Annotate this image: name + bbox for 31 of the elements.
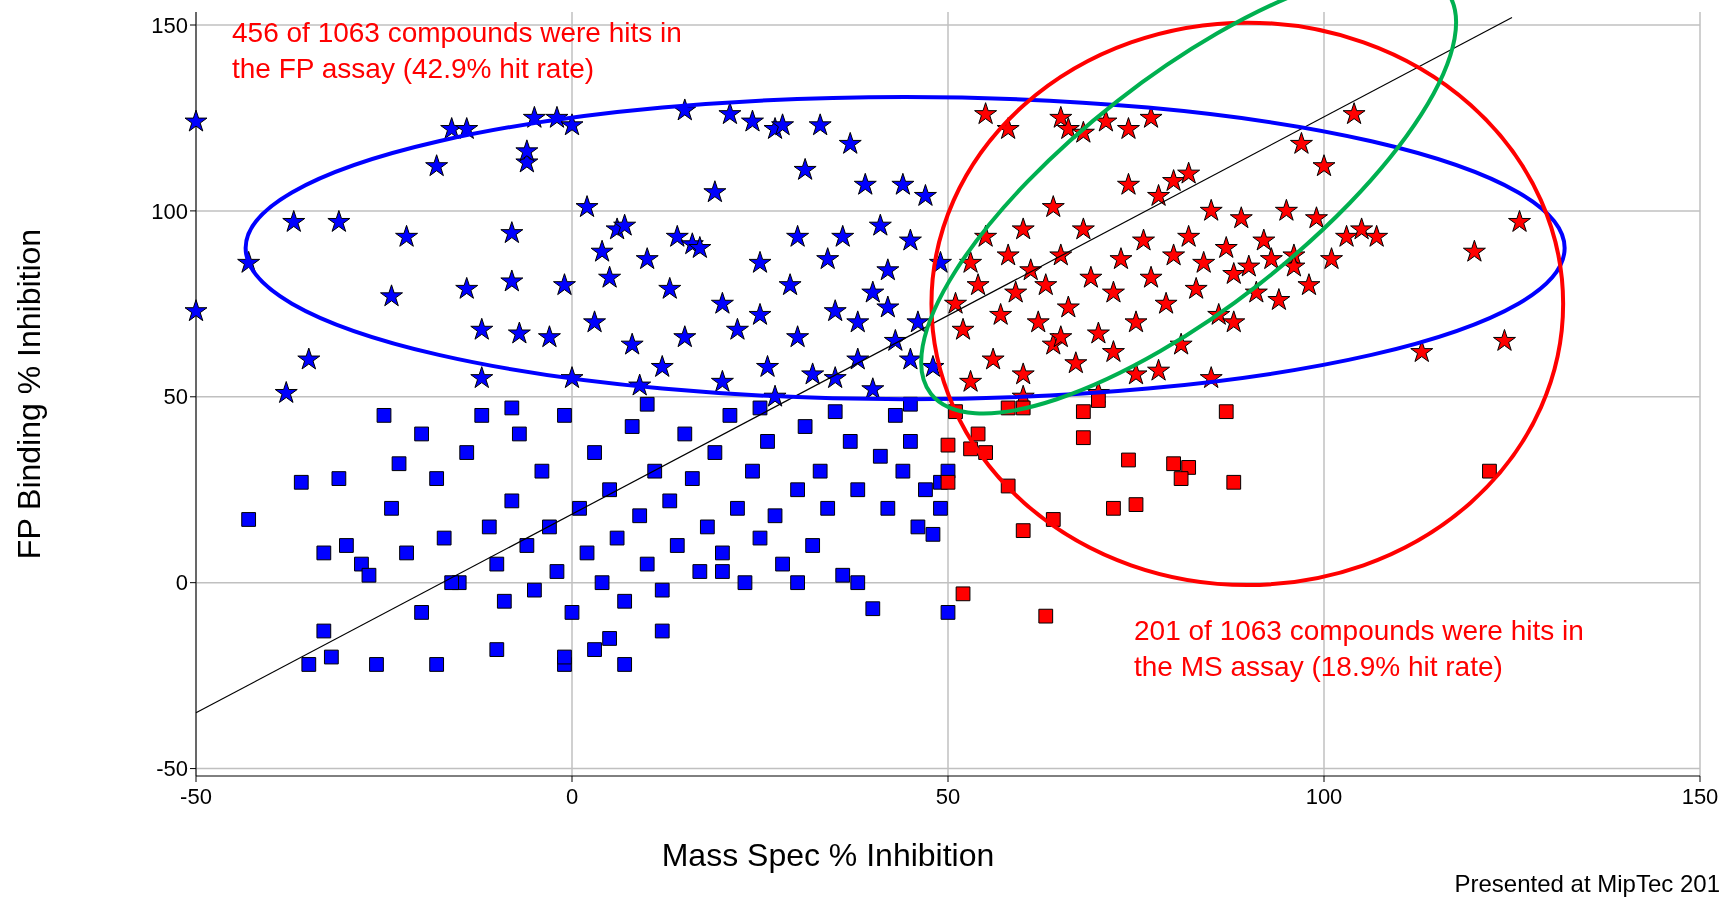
point (940, 474, 956, 490)
point (1038, 608, 1054, 624)
point (1482, 463, 1497, 479)
text: Presented at MipTec 201 (1454, 870, 1720, 897)
x-tick-label: 50 (935, 784, 961, 809)
y-tick-label: 50 (163, 384, 188, 410)
point (1128, 497, 1144, 512)
annotation: 201 of 1063 compounds were hits in the MS assay (18.9% hit rate) (1134, 615, 1584, 683)
point (1015, 523, 1031, 539)
y-tick-label: 100 (151, 198, 188, 224)
point (940, 437, 956, 453)
point (1173, 471, 1189, 486)
point (1226, 474, 1242, 490)
y-tick-label: 0 (175, 570, 188, 596)
point (1121, 452, 1136, 468)
x-tick-label: -50 (180, 784, 212, 809)
point (970, 426, 986, 442)
x-tick-label: 100 (1305, 784, 1343, 809)
y-tick-label: -50 (156, 756, 188, 782)
annotation: 456 of 1063 compounds were hits in the FP assay (42.9% hit rate) (232, 17, 682, 85)
y-axis-title: FP Binding % Inhibition (11, 228, 47, 560)
point (1218, 404, 1234, 420)
y-tick-label: 150 (151, 12, 188, 38)
point (1075, 430, 1091, 446)
point (955, 586, 971, 602)
x-tick-label: 150 (1681, 784, 1719, 809)
point (1075, 404, 1091, 420)
point (1166, 456, 1181, 472)
point (1106, 500, 1121, 516)
x-axis-title: Mass Spec % Inhibition (661, 837, 995, 873)
x-tick-label: 0 (565, 784, 579, 809)
